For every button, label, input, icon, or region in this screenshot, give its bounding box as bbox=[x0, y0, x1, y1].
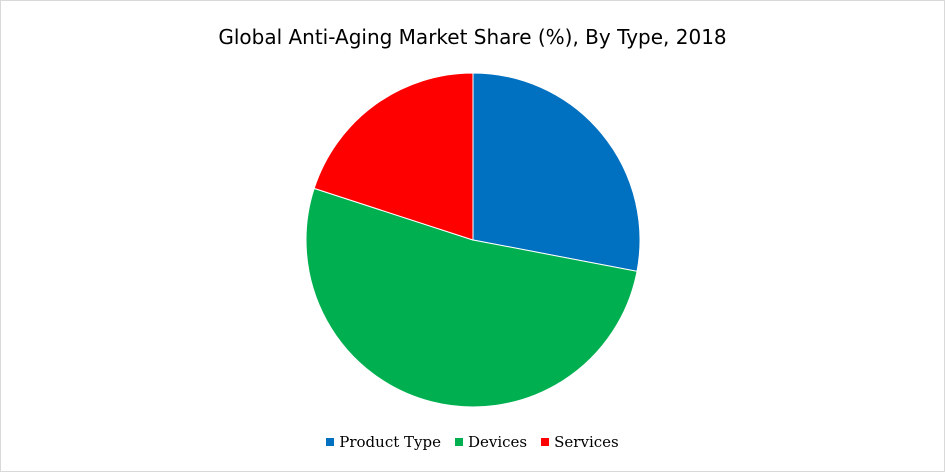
pie-slice-product-type bbox=[472, 72, 641, 272]
legend-swatch bbox=[454, 438, 463, 446]
legend: Product Type Devices Services bbox=[1, 433, 944, 451]
legend-label: Services bbox=[554, 433, 619, 451]
legend-item-devices: Devices bbox=[454, 433, 528, 451]
legend-swatch bbox=[326, 438, 335, 446]
legend-label: Product Type bbox=[339, 433, 441, 451]
legend-item-services: Services bbox=[541, 433, 619, 451]
legend-swatch bbox=[541, 438, 550, 446]
pie-slice-devices bbox=[305, 187, 638, 408]
chart-title: Global Anti-Aging Market Share (%), By T… bbox=[218, 25, 727, 49]
legend-label: Devices bbox=[467, 433, 528, 451]
legend-item-product-type: Product Type bbox=[326, 433, 441, 451]
pie-slice-services bbox=[313, 72, 474, 241]
